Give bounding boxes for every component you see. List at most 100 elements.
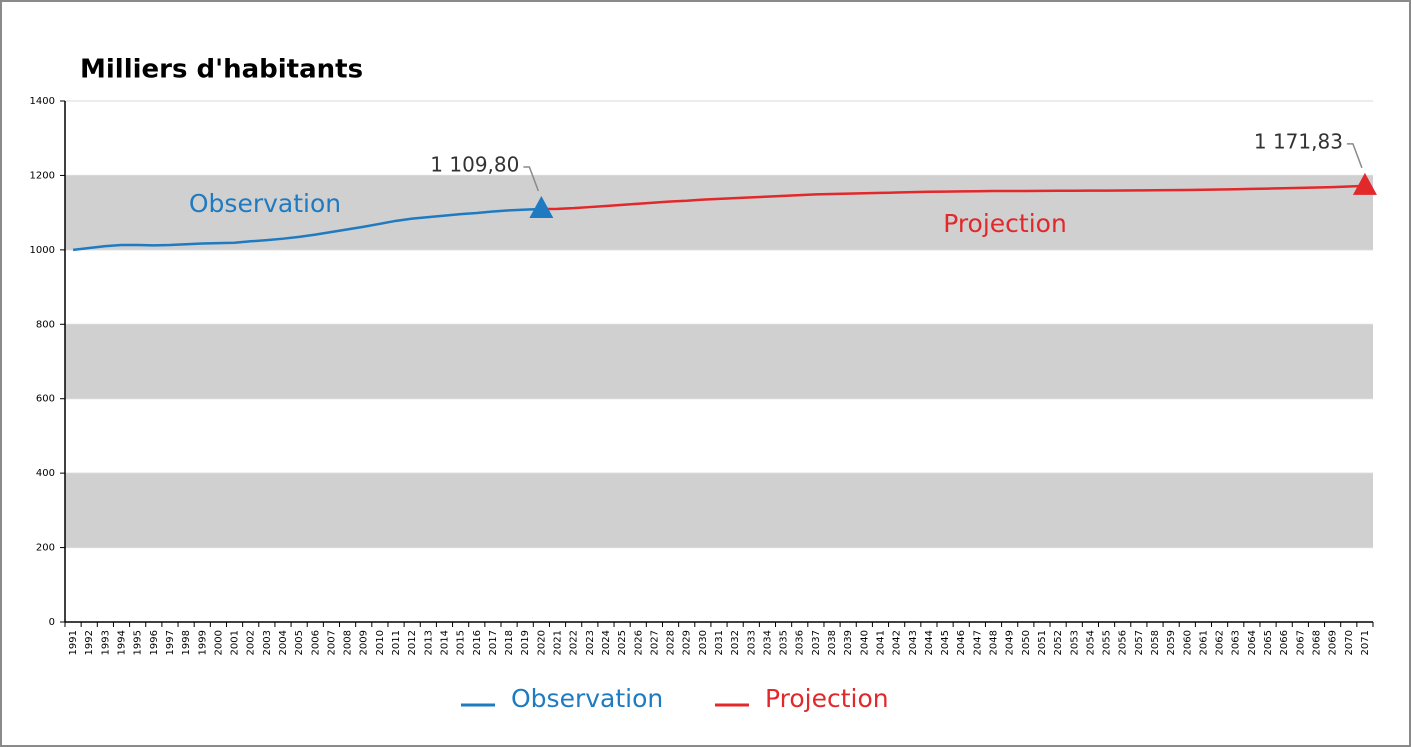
x-tick-label: 2070 [1344,630,1355,655]
x-tick-label: 2037 [811,630,822,655]
x-tick-label: 2030 [698,630,709,655]
x-tick-label: 2048 [989,630,1000,655]
x-tick-label: 2000 [213,630,224,655]
x-tick-label: 2001 [230,630,241,655]
x-tick-label: 2054 [1085,630,1096,655]
x-tick-label: 2046 [956,630,967,655]
grid-band [65,324,1373,399]
x-tick-label: 1999 [197,630,208,655]
data-label: 1 109,80 [430,152,519,176]
x-tick-label: 1995 [133,630,144,655]
x-tick-label: 2036 [795,630,806,655]
x-tick-label: 2023 [585,630,596,655]
series-annotation: Observation [189,189,341,218]
x-tick-label: 1996 [149,630,160,655]
x-tick-label: 2066 [1279,630,1290,655]
marker-triangle [1352,172,1377,195]
y-tick-label: 0 [49,617,55,628]
x-tick-label: 2013 [423,630,434,655]
x-tick-label: 2045 [940,630,951,655]
x-tick-label: 2025 [617,630,628,655]
x-tick-label: 2064 [1247,630,1258,655]
y-tick-label: 1400 [30,96,55,107]
x-tick-label: 2061 [1198,630,1209,655]
y-tick-label: 200 [36,543,55,554]
series-annotation: Projection [943,209,1067,238]
x-tick-label: 2053 [1069,630,1080,655]
x-tick-label: 2071 [1360,630,1371,655]
grid-band [65,473,1373,548]
x-tick-label: 2003 [262,630,273,655]
x-tick-label: 2041 [875,630,886,655]
x-tick-label: 2010 [375,630,386,655]
y-tick-label: 1200 [30,170,55,181]
x-tick-label: 2050 [1021,630,1032,655]
x-tick-label: 2060 [1182,630,1193,655]
y-tick-label: 1000 [30,245,55,256]
x-tick-label: 2004 [278,630,289,655]
x-tick-label: 2067 [1295,630,1306,655]
x-tick-label: 2009 [359,630,370,655]
x-tick-label: 2069 [1328,630,1339,655]
x-tick-label: 2051 [1037,630,1048,655]
x-tick-label: 2007 [326,630,337,655]
x-tick-label: 2021 [553,630,564,655]
x-tick-label: 2035 [779,630,790,655]
x-tick-label: 2042 [892,630,903,655]
x-tick-label: 2012 [407,630,418,655]
x-tick-label: 2033 [746,630,757,655]
x-tick-label: 2056 [1118,630,1129,655]
x-tick-label: 1994 [117,630,128,655]
x-tick-label: 1993 [100,630,111,655]
x-tick-label: 2022 [569,630,580,655]
series-line [72,207,542,252]
chart-title: Milliers d'habitants [80,55,363,85]
x-tick-label: 2019 [520,630,531,655]
leader-line [523,166,540,192]
x-tick-label: 2040 [859,630,870,655]
x-tick-label: 2024 [601,630,612,655]
x-tick-label: 1991 [68,630,79,655]
x-tick-label: 2068 [1311,630,1322,655]
x-tick-label: 2044 [924,630,935,655]
x-tick-label: 2057 [1134,630,1145,655]
x-tick-label: 2011 [391,630,402,655]
x-tick-label: 1992 [84,630,95,655]
x-tick-label: 2047 [972,630,983,655]
x-tick-label: 2005 [294,630,305,655]
x-tick-label: 2043 [908,630,919,655]
legend-label: Projection [765,684,889,713]
x-tick-label: 2039 [843,630,854,655]
data-label: 1 171,83 [1254,129,1343,153]
x-tick-label: 2028 [666,630,677,655]
x-tick-label: 2062 [1215,630,1226,655]
x-tick-label: 2014 [439,630,450,655]
x-tick-label: 2052 [1053,630,1064,655]
x-tick-label: 2020 [536,630,547,655]
y-tick-label: 400 [36,468,55,479]
x-tick-label: 2058 [1150,630,1161,655]
x-tick-label: 2008 [343,630,354,655]
x-tick-label: 2017 [488,630,499,655]
x-tick-label: 2063 [1231,630,1242,655]
x-tick-label: 1997 [165,630,176,655]
x-tick-label: 2027 [649,630,660,655]
series-line [541,184,1365,211]
x-tick-label: 2026 [633,630,644,655]
x-tick-label: 2059 [1166,630,1177,655]
x-tick-label: 1998 [181,630,192,655]
x-tick-label: 2049 [1005,630,1016,655]
x-tick-label: 2065 [1263,630,1274,655]
y-tick-label: 800 [36,319,55,330]
x-tick-label: 2015 [456,630,467,655]
x-tick-label: 2055 [1102,630,1113,655]
x-tick-label: 2034 [762,630,773,655]
x-tick-label: 2038 [827,630,838,655]
x-tick-label: 2016 [472,630,483,655]
y-tick-label: 600 [36,394,55,405]
x-tick-label: 2031 [714,630,725,655]
legend-label: Observation [511,684,663,713]
x-tick-label: 2002 [246,630,257,655]
x-tick-label: 2018 [504,630,515,655]
leader-line [1346,143,1363,169]
